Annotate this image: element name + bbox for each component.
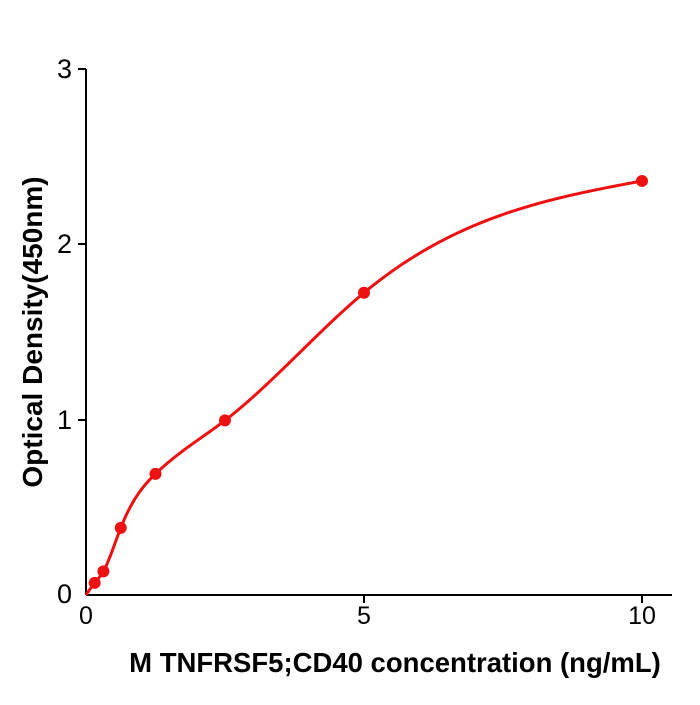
svg-text:5: 5: [357, 602, 371, 630]
svg-text:M TNFRSF5;CD40 concentration: M TNFRSF5;CD40 concentration (ng/mL): [129, 647, 661, 678]
svg-text:1: 1: [57, 405, 72, 435]
svg-text:3: 3: [57, 54, 72, 84]
svg-text:0: 0: [57, 579, 72, 609]
svg-text:Optical Density(450nm): Optical Density(450nm): [17, 176, 48, 487]
svg-text:0: 0: [79, 602, 93, 630]
svg-text:10: 10: [628, 602, 656, 630]
svg-text:2: 2: [57, 229, 72, 259]
